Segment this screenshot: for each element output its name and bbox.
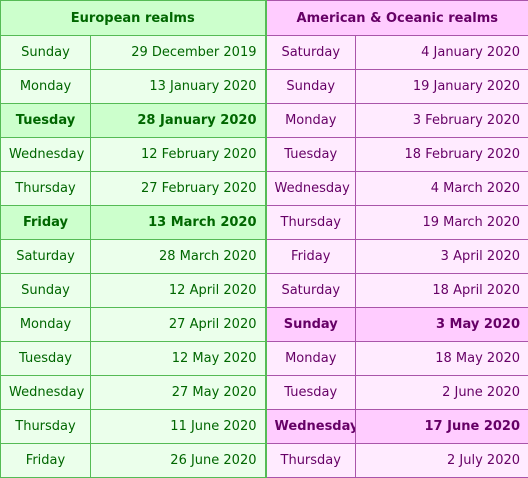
american-day-cell: Saturday	[266, 36, 356, 70]
european-realms-header: European realms	[1, 1, 266, 36]
european-day-cell: Tuesday	[1, 104, 91, 138]
european-day-cell: Monday	[1, 308, 91, 342]
header-row: European realms American & Oceanic realm…	[1, 1, 528, 36]
american-date-cell: 17 June 2020	[356, 410, 528, 444]
american-day-cell: Wednesday	[266, 172, 356, 206]
european-day-cell: Friday	[1, 206, 91, 240]
american-date-cell: 19 January 2020	[356, 70, 528, 104]
american-day-cell: Monday	[266, 104, 356, 138]
european-date-cell: 28 March 2020	[91, 240, 266, 274]
european-day-cell: Monday	[1, 70, 91, 104]
european-date-cell: 29 December 2019	[91, 36, 266, 70]
european-day-cell: Friday	[1, 444, 91, 478]
american-day-cell: Thursday	[266, 444, 356, 478]
american-day-cell: Monday	[266, 342, 356, 376]
american-date-cell: 18 February 2020	[356, 138, 528, 172]
american-day-cell: Sunday	[266, 70, 356, 104]
european-day-cell: Thursday	[1, 172, 91, 206]
european-date-cell: 27 February 2020	[91, 172, 266, 206]
american-day-cell: Sunday	[266, 308, 356, 342]
european-day-cell: Wednesday	[1, 376, 91, 410]
european-day-cell: Sunday	[1, 36, 91, 70]
american-date-cell: 18 April 2020	[356, 274, 528, 308]
european-date-cell: 27 April 2020	[91, 308, 266, 342]
european-date-cell: 28 January 2020	[91, 104, 266, 138]
american-date-cell: 3 February 2020	[356, 104, 528, 138]
american-day-cell: Thursday	[266, 206, 356, 240]
american-day-cell: Wednesday	[266, 410, 356, 444]
european-date-cell: 13 March 2020	[91, 206, 266, 240]
american-day-cell: Tuesday	[266, 376, 356, 410]
european-date-cell: 12 February 2020	[91, 138, 266, 172]
american-oceanic-realms-header: American & Oceanic realms	[266, 1, 528, 36]
european-day-cell: Tuesday	[1, 342, 91, 376]
european-date-cell: 26 June 2020	[91, 444, 266, 478]
european-day-cell: Sunday	[1, 274, 91, 308]
european-date-cell: 11 June 2020	[91, 410, 266, 444]
european-date-cell: 12 April 2020	[91, 274, 266, 308]
american-date-cell: 4 March 2020	[356, 172, 528, 206]
american-date-cell: 4 January 2020	[356, 36, 528, 70]
american-day-cell: Tuesday	[266, 138, 356, 172]
american-date-cell: 19 March 2020	[356, 206, 528, 240]
american-date-cell: 18 May 2020	[356, 342, 528, 376]
american-day-cell: Saturday	[266, 274, 356, 308]
american-date-cell: 3 April 2020	[356, 240, 528, 274]
european-date-cell: 13 January 2020	[91, 70, 266, 104]
european-date-cell: 27 May 2020	[91, 376, 266, 410]
european-day-cell: Thursday	[1, 410, 91, 444]
american-day-cell: Friday	[266, 240, 356, 274]
american-date-cell: 2 July 2020	[356, 444, 528, 478]
european-day-cell: Wednesday	[1, 138, 91, 172]
american-date-cell: 2 June 2020	[356, 376, 528, 410]
european-day-cell: Saturday	[1, 240, 91, 274]
american-date-cell: 3 May 2020	[356, 308, 528, 342]
european-date-cell: 12 May 2020	[91, 342, 266, 376]
